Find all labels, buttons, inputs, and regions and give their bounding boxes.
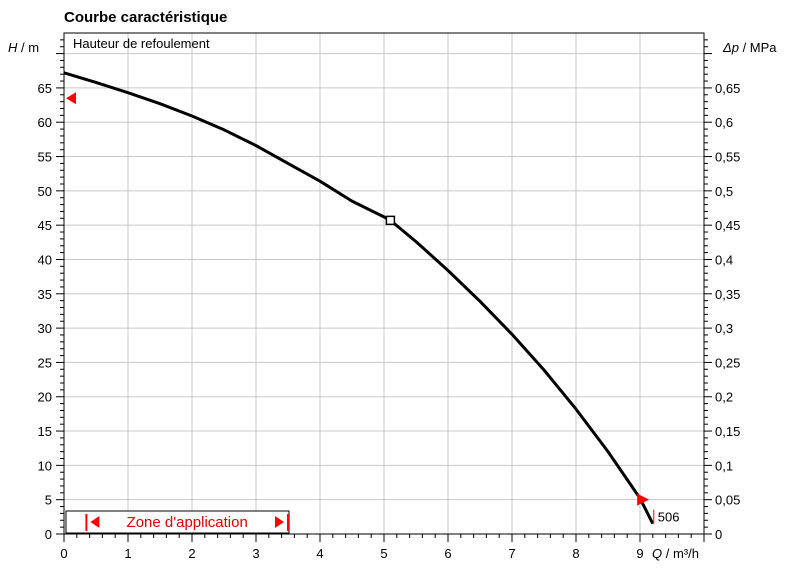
y-tick-label: 25 [38,355,52,370]
y-tick-label: 35 [38,287,52,302]
operating-point-marker [385,215,396,226]
application-zone: Zone d'application [65,510,290,534]
grid [64,33,704,534]
x-tick-label: 1 [124,546,131,561]
y2-tick-label: 0,25 [715,355,740,370]
x-axis-label: Q / m³/h [652,546,699,561]
zone-label: Zone d'application [127,514,248,531]
series-label: Hauteur de refoulement [73,36,210,51]
y2-tick-label: 0,1 [715,458,733,473]
y2-axis-label: Δp / MPa [722,40,777,55]
y-tick-label: 65 [38,81,52,96]
y-tick-label: 45 [38,218,52,233]
y2-tick-label: 0,6 [715,115,733,130]
y2-tick-label: 0,2 [715,390,733,405]
y-axis-label: H / m [8,40,39,55]
chart-title: Courbe caractéristique [64,9,227,26]
y-tick-label: 60 [38,115,52,130]
y2-tick-label: 0,5 [715,184,733,199]
y-tick-label: 5 [45,493,52,508]
marker-layer: 506 [66,92,680,525]
y2-tick-label: 0,4 [715,252,733,267]
y2-tick-label: 0,65 [715,81,740,96]
curve-layer [63,71,655,525]
zone-left-arrow [90,516,100,528]
y2-tick-label: 0,15 [715,424,740,439]
y-tick-label: 50 [38,184,52,199]
endpoint-label: 506 [658,510,680,525]
y-tick-label: 20 [38,390,52,405]
y2-tick-label: 0,05 [715,493,740,508]
y-tick-label: 55 [38,150,52,165]
zone-right-arrow [275,516,284,528]
x-tick-label: 6 [444,546,451,561]
y-tick-label: 40 [38,252,52,267]
x-tick-label: 5 [380,546,387,561]
y-tick-label: 30 [38,321,52,336]
x-tick-label: 2 [188,546,195,561]
range-end-marker [637,493,650,506]
y2-tick-label: 0,35 [715,287,740,302]
x-tick-label: 0 [60,546,67,561]
x-tick-label: 7 [508,546,515,561]
x-tick-label: 4 [316,546,323,561]
x-tick-label: 3 [252,546,259,561]
tick-labels: 0510152025303540455055606500,050,10,150,… [8,40,777,561]
y2-tick-label: 0,45 [715,218,740,233]
range-start-marker [66,92,76,105]
y-tick-label: 15 [38,424,52,439]
characteristic-curve [63,71,655,525]
y2-tick-label: 0,55 [715,150,740,165]
y-tick-label: 0 [45,527,52,542]
x-tick-label: 9 [636,546,643,561]
y-tick-label: 10 [38,458,52,473]
y2-tick-label: 0,3 [715,321,733,336]
x-tick-label: 8 [572,546,579,561]
y2-tick-label: 0 [715,527,722,542]
axes [56,32,712,542]
